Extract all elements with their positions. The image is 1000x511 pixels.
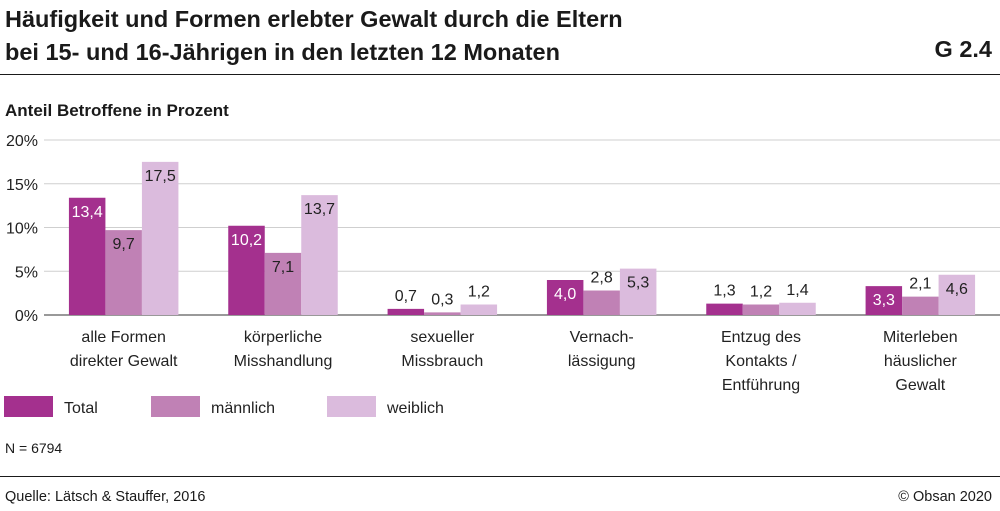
bar-total	[387, 308, 425, 315]
bar-maennlich	[583, 290, 620, 315]
category-label-line: Vernach-	[570, 329, 634, 346]
category-label: alle Formen direkter Gewalt	[70, 329, 178, 370]
data-label: 2,8	[591, 270, 613, 287]
y-axis-label: Anteil Betroffene in Prozent	[5, 101, 229, 120]
data-label: 13,4	[72, 204, 103, 221]
chart-id: G 2.4	[934, 36, 992, 62]
y-tick-label: 20%	[6, 133, 38, 150]
data-label: 7,1	[272, 259, 294, 276]
category-label-line: Gewalt	[895, 377, 945, 394]
category-label: sexueller Missbrauch	[401, 329, 483, 370]
bar-weiblich	[619, 268, 657, 315]
legend-swatch-weiblich	[327, 396, 376, 417]
category-label: Miterleben häuslicher Gewalt	[883, 329, 958, 394]
bar-weiblich	[460, 304, 498, 315]
category-label-line: direkter Gewalt	[70, 353, 178, 370]
category-label: Vernach-lässigung	[568, 329, 636, 370]
bar-total	[865, 286, 903, 315]
category-label-line: Misshandlung	[234, 353, 333, 370]
bar-weiblich	[938, 274, 976, 315]
legend-label-total: Total	[64, 400, 98, 417]
data-label: 4,6	[946, 281, 968, 298]
chart-title-line-2: bei 15- und 16-Jährigen in den letzten 1…	[5, 39, 560, 65]
category-label-line: Miterleben	[883, 329, 958, 346]
footer-rule	[0, 476, 1000, 477]
category-label-line: sexueller	[410, 329, 475, 346]
bar-total	[228, 225, 265, 315]
bar-maennlich	[902, 296, 939, 315]
bar-weiblich	[301, 195, 338, 315]
y-tick-label: 5%	[15, 264, 38, 281]
category-label: körperliche Misshandlung	[234, 329, 333, 370]
data-label: 13,7	[304, 201, 335, 218]
data-label: 9,7	[113, 236, 135, 253]
bar-total	[706, 303, 743, 315]
category-label-line: Entführung	[722, 377, 800, 394]
copyright-text: © Obsan 2020	[898, 489, 992, 505]
category-label-line: Kontakts /	[725, 353, 797, 370]
y-tick-label: 15%	[6, 177, 38, 194]
bar-maennlich	[424, 312, 461, 315]
bar-total	[68, 197, 106, 315]
data-label: 0,3	[431, 291, 453, 308]
data-label: 1,4	[786, 282, 808, 299]
data-label: 10,2	[231, 232, 262, 249]
category-label-line: körperliche	[244, 329, 322, 346]
source-text: Quelle: Lätsch & Stauffer, 2016	[5, 489, 206, 505]
y-tick-label: 10%	[6, 221, 38, 238]
chart-title: Häufigkeit und Formen erlebter Gewalt du…	[5, 3, 865, 69]
category-label-line: Missbrauch	[401, 353, 483, 370]
bar-weiblich	[779, 302, 816, 315]
data-label: 3,3	[873, 292, 895, 309]
header-rule	[0, 74, 1000, 75]
bar-maennlich	[742, 304, 780, 315]
category-label-line: lässigung	[568, 353, 636, 370]
legend-label-weiblich: weiblich	[386, 400, 444, 417]
data-label: 0,7	[395, 288, 417, 305]
category-label: Entzug des Kontakts / Entführung	[721, 329, 801, 394]
bar-maennlich	[105, 230, 142, 315]
data-label: 1,2	[750, 284, 772, 301]
sample-size-note: N = 6794	[5, 440, 63, 456]
legend-label-maennlich: männlich	[211, 400, 275, 417]
y-tick-label: 0%	[15, 308, 38, 325]
data-label: 1,3	[713, 283, 735, 300]
data-label: 2,1	[909, 276, 931, 293]
category-label-line: häuslicher	[884, 353, 958, 370]
data-label: 17,5	[145, 168, 176, 185]
legend-swatch-maennlich	[151, 396, 200, 417]
bar-weiblich	[141, 161, 179, 315]
chart-title-line-1: Häufigkeit und Formen erlebter Gewalt du…	[5, 6, 623, 32]
category-label-line: Entzug des	[721, 329, 801, 346]
data-label: 4,0	[554, 286, 576, 303]
bar-total	[546, 280, 584, 315]
data-label: 1,2	[468, 284, 490, 301]
category-label-line: alle Formen	[81, 329, 165, 346]
bar-maennlich	[264, 252, 302, 315]
legend-swatch-total	[4, 396, 53, 417]
data-label: 5,3	[627, 275, 649, 292]
